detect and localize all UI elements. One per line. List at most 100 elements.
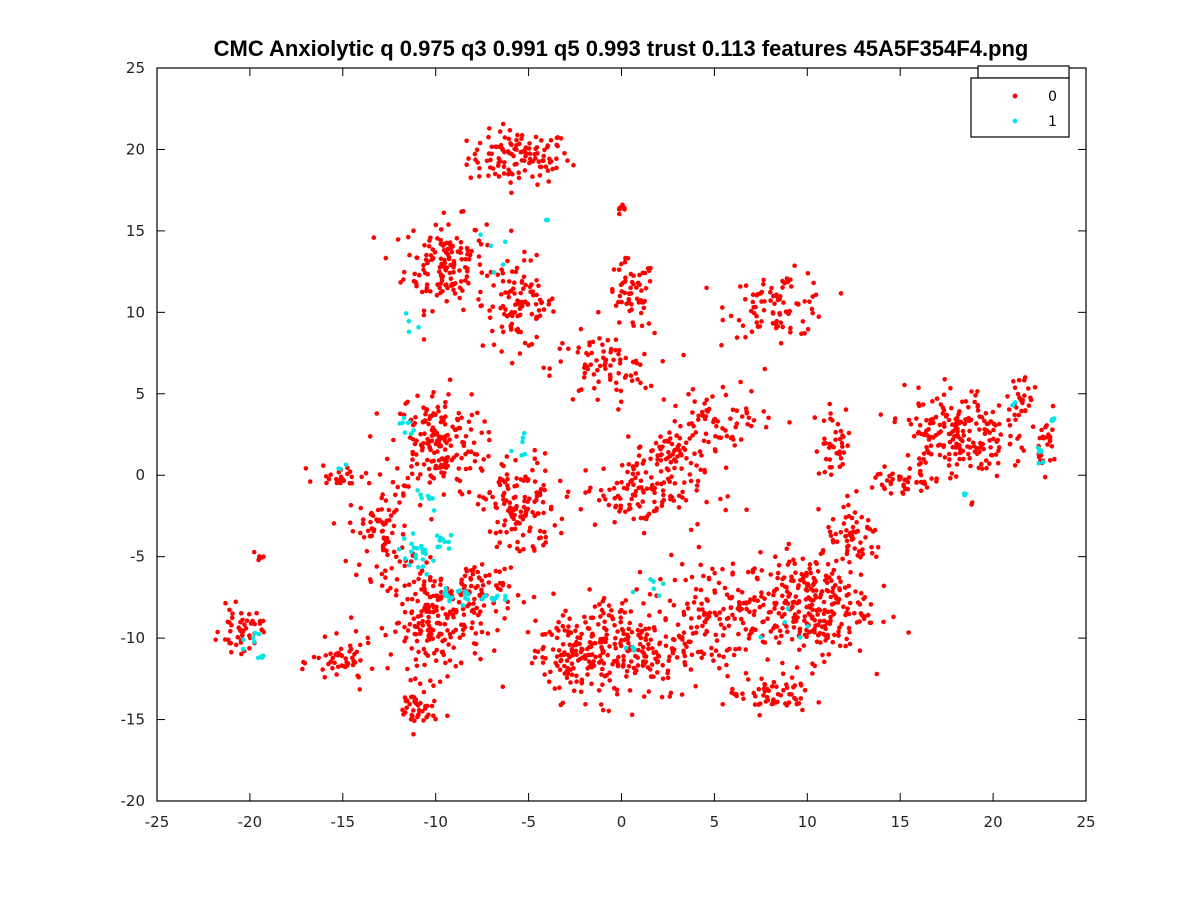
scatter-point-series-0 — [536, 283, 541, 289]
scatter-point-series-0 — [696, 417, 701, 422]
scatter-point-series-0 — [778, 320, 784, 326]
scatter-point-series-0 — [822, 607, 827, 613]
scatter-point-series-0 — [247, 646, 252, 651]
scatter-point-series-0 — [358, 658, 363, 663]
scatter-point-series-1 — [962, 491, 967, 497]
scatter-point-series-0 — [873, 475, 878, 480]
scatter-point-series-0 — [420, 623, 426, 628]
scatter-point-series-1 — [522, 430, 527, 436]
scatter-point-series-0 — [479, 430, 485, 436]
scatter-point-series-0 — [543, 534, 549, 540]
scatter-point-series-0 — [512, 483, 517, 489]
scatter-point-series-0 — [499, 324, 505, 330]
scatter-point-series-0 — [875, 545, 881, 550]
scatter-point-series-0 — [568, 680, 573, 685]
scatter-point-series-0 — [380, 547, 386, 553]
scatter-point-series-0 — [635, 377, 640, 382]
scatter-point-series-0 — [534, 493, 540, 499]
scatter-point-series-0 — [934, 479, 939, 484]
scatter-point-series-0 — [831, 612, 836, 617]
scatter-point-series-0 — [845, 548, 850, 553]
scatter-point-series-0 — [725, 494, 730, 499]
scatter-point-series-0 — [827, 401, 832, 407]
scatter-point-series-0 — [427, 577, 433, 583]
scatter-point-series-0 — [566, 346, 571, 352]
scatter-point-series-0 — [674, 655, 680, 660]
scatter-point-series-0 — [683, 440, 689, 446]
scatter-point-series-0 — [748, 597, 753, 602]
scatter-point-series-0 — [411, 708, 416, 713]
scatter-point-series-0 — [450, 243, 456, 249]
scatter-point-series-0 — [522, 494, 528, 500]
scatter-point-series-0 — [501, 497, 506, 502]
scatter-point-series-0 — [523, 145, 529, 150]
scatter-point-series-0 — [617, 211, 622, 217]
scatter-point-series-0 — [805, 271, 811, 276]
scatter-point-series-0 — [509, 190, 514, 196]
scatter-point-series-0 — [529, 660, 535, 666]
scatter-point-series-0 — [718, 496, 723, 502]
scatter-point-series-0 — [658, 576, 663, 582]
scatter-point-series-0 — [526, 343, 532, 348]
scatter-point-series-0 — [613, 380, 619, 386]
scatter-point-series-0 — [554, 165, 559, 171]
scatter-point-series-0 — [426, 244, 432, 249]
scatter-point-series-0 — [430, 413, 435, 419]
scatter-point-series-0 — [426, 421, 432, 427]
scatter-point-series-0 — [957, 456, 962, 462]
scatter-point-series-0 — [542, 451, 548, 456]
scatter-point-series-0 — [678, 423, 683, 429]
scatter-point-series-0 — [863, 535, 868, 540]
scatter-point-series-0 — [839, 621, 844, 627]
scatter-point-series-0 — [422, 418, 428, 423]
scatter-point-series-0 — [836, 633, 841, 638]
scatter-point-series-0 — [574, 679, 579, 684]
scatter-point-series-0 — [704, 397, 709, 403]
scatter-point-series-0 — [794, 600, 800, 606]
scatter-point-series-0 — [422, 662, 427, 668]
scatter-point-series-0 — [402, 624, 407, 630]
scatter-point-series-0 — [960, 399, 965, 405]
scatter-point-series-0 — [543, 164, 549, 169]
scatter-point-series-0 — [834, 539, 840, 544]
scatter-point-series-0 — [717, 666, 722, 671]
scatter-point-series-0 — [627, 502, 632, 508]
scatter-point-series-0 — [462, 573, 468, 579]
scatter-point-series-0 — [732, 616, 737, 621]
scatter-point-series-0 — [815, 569, 821, 574]
scatter-point-series-0 — [433, 716, 438, 722]
scatter-point-series-0 — [357, 642, 363, 648]
scatter-point-series-0 — [651, 650, 656, 656]
scatter-point-series-0 — [816, 700, 821, 705]
scatter-point-series-0 — [631, 516, 636, 522]
scatter-point-series-0 — [791, 625, 797, 630]
scatter-point-series-0 — [437, 679, 443, 685]
scatter-point-series-0 — [984, 465, 989, 471]
scatter-point-series-0 — [337, 477, 343, 483]
scatter-point-series-0 — [464, 245, 470, 251]
scatter-point-series-0 — [1007, 442, 1013, 447]
scatter-point-series-0 — [565, 489, 571, 495]
scatter-point-series-0 — [395, 484, 401, 490]
scatter-point-series-0 — [942, 424, 947, 429]
scatter-point-series-0 — [599, 607, 605, 613]
scatter-point-series-0 — [623, 275, 628, 281]
scatter-point-series-0 — [557, 685, 562, 690]
scatter-point-series-0 — [394, 588, 399, 593]
scatter-point-series-0 — [479, 629, 485, 635]
scatter-point-series-0 — [477, 165, 482, 171]
scatter-point-series-0 — [847, 560, 852, 565]
scatter-point-series-0 — [569, 661, 575, 666]
scatter-point-series-0 — [1015, 458, 1021, 464]
scatter-point-series-0 — [635, 471, 641, 476]
scatter-point-series-0 — [239, 628, 245, 633]
scatter-point-series-0 — [618, 619, 624, 625]
scatter-point-series-1 — [420, 550, 426, 555]
scatter-point-series-0 — [993, 423, 998, 428]
scatter-point-series-0 — [355, 673, 360, 679]
scatter-point-series-0 — [596, 688, 602, 693]
scatter-point-series-0 — [988, 445, 993, 450]
scatter-point-series-0 — [574, 623, 580, 629]
scatter-point-series-0 — [562, 663, 567, 669]
scatter-point-series-1 — [419, 546, 425, 551]
